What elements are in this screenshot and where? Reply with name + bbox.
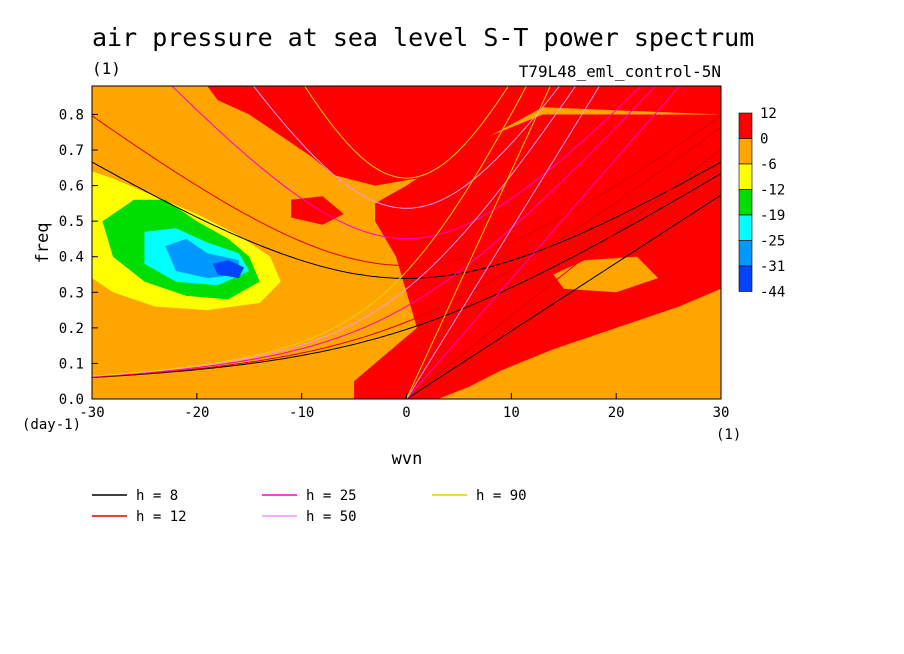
dispersion-curve-h25-ig: [171, 86, 642, 240]
chart-subtitle-left: (1): [92, 59, 121, 78]
region-darkblue: [212, 260, 244, 279]
dispersion-curve-h25-kelvin: [406, 86, 681, 399]
y-tick-label: 0.4: [59, 250, 84, 266]
y-tick-label: 0.0: [59, 392, 84, 408]
x-axis-title: wvn: [392, 449, 423, 469]
y-tick-label: 0.8: [59, 107, 84, 123]
colorbar-swatch: [738, 163, 753, 190]
colorbar-swatch: [738, 240, 753, 267]
colorbar-label: -12: [760, 183, 785, 199]
dispersion-curve-h25-mrg: [92, 86, 657, 378]
legend-label: h = 8: [136, 488, 178, 504]
region-red-east: [354, 114, 721, 399]
x-tick-label: 20: [608, 405, 625, 421]
colorbar-label: -25: [760, 234, 785, 250]
colorbar-swatch: [738, 265, 753, 292]
colorbar-swatch: [738, 112, 753, 139]
x-tick-label: 10: [503, 405, 520, 421]
y-tick-label: 0.6: [59, 179, 84, 195]
colorbar-label: -44: [760, 285, 785, 301]
colorbar-swatch: [738, 214, 753, 241]
chart-subtitle-right: T79L48_eml_control-5N: [519, 62, 721, 81]
dispersion-curve-h50-ig: [252, 86, 561, 209]
dispersion-curve-h90-kelvin: [406, 86, 551, 399]
colorbar-label: -19: [760, 208, 785, 224]
region-red-east-gap: [553, 256, 659, 293]
dispersion-curve-h50-mrg: [92, 86, 577, 377]
x-tick-label: -10: [289, 405, 314, 421]
x-unit-label: (1): [716, 427, 741, 443]
plot-area: [92, 86, 721, 399]
colorbar-label: 0: [760, 132, 768, 148]
y-axis-title: freq: [33, 223, 53, 264]
legend-label: h = 50: [306, 509, 357, 525]
y-tick-label: 0.3: [59, 285, 84, 301]
legend: h = 8 h = 12 h = 25 h = 50 h = 90: [92, 488, 527, 525]
colorbar-swatch: [738, 138, 753, 165]
legend-label: h = 12: [136, 509, 187, 525]
x-tick-label: 0: [402, 405, 410, 421]
x-tick-label: -30: [79, 405, 104, 421]
dispersion-curve-h90-mrg: [92, 86, 528, 377]
dispersion-curve-h8-kelvin: [406, 194, 721, 399]
x-tick-label: 30: [713, 405, 730, 421]
colorbar-label: 12: [760, 106, 777, 122]
colorbar-label: -6: [760, 157, 777, 173]
colorbar-label: -31: [760, 259, 785, 275]
y-unit-label: (day-1): [22, 417, 81, 433]
legend-label: h = 25: [306, 488, 357, 504]
y-tick-label: 0.1: [59, 356, 84, 372]
dispersion-curve-h50-kelvin: [406, 86, 601, 399]
x-tick-label: -20: [184, 405, 209, 421]
dispersion-curve-h90-ig: [304, 86, 509, 179]
colorbar-swatch: [738, 189, 753, 216]
x-axis: -30 -20 -10 0 10 20 30: [79, 393, 729, 421]
y-axis: 0.0 0.1 0.2 0.3 0.4 0.5 0.6 0.7 0.8: [59, 107, 98, 408]
dispersion-curve-h12-ig: [92, 115, 721, 266]
dispersion-curve-h12-kelvin: [406, 148, 721, 399]
legend-label: h = 90: [476, 488, 527, 504]
dispersion-curve-h12-mrg: [92, 126, 721, 378]
y-tick-label: 0.2: [59, 321, 84, 337]
y-tick-label: 0.7: [59, 143, 84, 159]
colorbar: 12 0 -6 -12 -19 -25 -31 -44: [738, 106, 785, 301]
y-tick-label: 0.5: [59, 214, 84, 230]
region-red-top: [207, 86, 721, 186]
region-red-patch: [291, 196, 344, 225]
chart-title: air pressure at sea level S-T power spec…: [92, 23, 754, 52]
dispersion-curve-h8-mrg: [92, 173, 721, 378]
dispersion-curve-h8-ig: [92, 161, 721, 279]
